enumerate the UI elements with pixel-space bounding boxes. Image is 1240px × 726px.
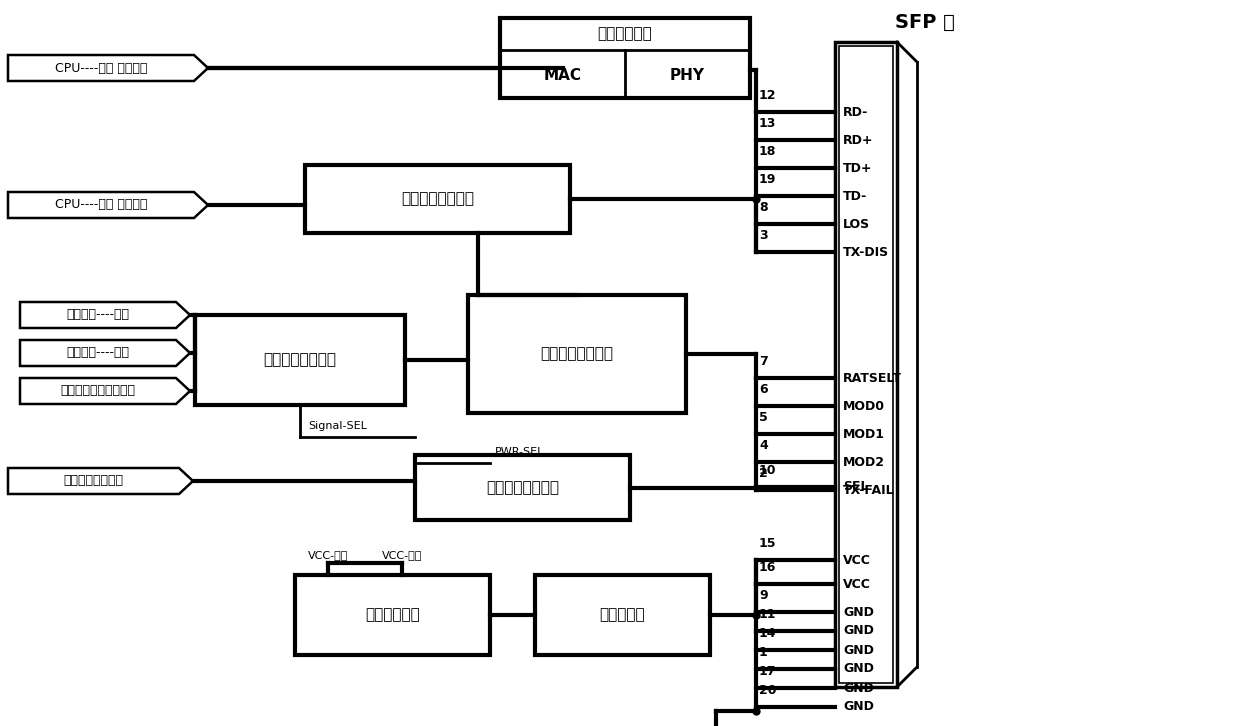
- Bar: [839, 46, 893, 683]
- Text: 串行信号----发送: 串行信号----发送: [67, 309, 129, 322]
- Text: 模块类别识别电路: 模块类别识别电路: [486, 480, 559, 495]
- Text: 串行模块类型识别信号: 串行模块类型识别信号: [61, 385, 135, 398]
- Text: 模块类型识别信号: 模块类型识别信号: [63, 475, 124, 487]
- Text: 电源滤波器: 电源滤波器: [600, 608, 645, 622]
- Bar: [295, 575, 490, 655]
- Text: 19: 19: [759, 173, 776, 186]
- Bar: [195, 315, 405, 405]
- Text: MOD1: MOD1: [843, 428, 885, 441]
- Text: 9: 9: [759, 589, 768, 602]
- Text: SFP 座: SFP 座: [895, 12, 955, 31]
- Text: 网络接口辅助电路: 网络接口辅助电路: [401, 192, 474, 206]
- Bar: [534, 575, 711, 655]
- Text: 16: 16: [759, 561, 776, 574]
- Text: 3: 3: [759, 229, 768, 242]
- Bar: [415, 455, 630, 520]
- Text: TX-DIS: TX-DIS: [843, 245, 889, 258]
- Text: 串行信号变换电路: 串行信号变换电路: [263, 353, 336, 367]
- Text: 串行信号----接收: 串行信号----接收: [67, 346, 129, 359]
- Text: 17: 17: [759, 665, 776, 678]
- Text: 多路信号切换模块: 多路信号切换模块: [541, 346, 614, 362]
- Text: 11: 11: [759, 608, 776, 621]
- Text: TD-: TD-: [843, 189, 867, 203]
- Text: VCC-串行: VCC-串行: [308, 550, 348, 560]
- Text: MOD2: MOD2: [843, 455, 885, 468]
- Text: 6: 6: [759, 383, 768, 396]
- Text: LOS: LOS: [843, 218, 870, 230]
- Text: CPU----网络 辅助信号: CPU----网络 辅助信号: [55, 198, 148, 211]
- Text: SEL: SEL: [843, 481, 868, 494]
- Text: 13: 13: [759, 117, 776, 130]
- Text: PWR-SEL: PWR-SEL: [495, 447, 544, 457]
- Text: VCC: VCC: [843, 553, 870, 566]
- Text: 18: 18: [759, 145, 776, 158]
- Text: 15: 15: [759, 537, 776, 550]
- Text: VCC-网络: VCC-网络: [382, 550, 422, 560]
- Text: GND: GND: [843, 663, 874, 675]
- Text: GND: GND: [843, 643, 874, 656]
- Text: 5: 5: [759, 411, 768, 424]
- Text: GND: GND: [843, 605, 874, 619]
- Bar: [467, 295, 686, 413]
- Text: RATSELT: RATSELT: [843, 372, 901, 385]
- Text: GND: GND: [843, 682, 874, 695]
- Text: 网络接口电路: 网络接口电路: [598, 27, 652, 41]
- Text: GND: GND: [843, 624, 874, 637]
- Text: RD-: RD-: [843, 105, 868, 118]
- Text: TD+: TD+: [843, 161, 873, 174]
- Text: CPU----网络 连接信号: CPU----网络 连接信号: [55, 62, 148, 75]
- Text: 1: 1: [759, 646, 768, 659]
- Text: 12: 12: [759, 89, 776, 102]
- Text: 10: 10: [759, 464, 776, 477]
- Text: 8: 8: [759, 201, 768, 214]
- Text: 7: 7: [759, 355, 768, 368]
- Text: 14: 14: [759, 627, 776, 640]
- Text: VCC: VCC: [843, 577, 870, 590]
- Bar: [500, 18, 750, 98]
- Text: PHY: PHY: [670, 68, 706, 83]
- Text: MOD0: MOD0: [843, 399, 885, 412]
- Text: TX-FAIL: TX-FAIL: [843, 484, 894, 497]
- Text: 20: 20: [759, 684, 776, 697]
- Bar: [835, 42, 897, 687]
- Bar: [305, 165, 570, 233]
- Text: 电源选择模块: 电源选择模块: [365, 608, 420, 622]
- Text: RD+: RD+: [843, 134, 873, 147]
- Text: MAC: MAC: [543, 68, 582, 83]
- Text: Signal-SEL: Signal-SEL: [308, 421, 367, 431]
- Text: 2: 2: [759, 467, 768, 480]
- Text: 4: 4: [759, 439, 768, 452]
- Text: GND: GND: [843, 701, 874, 714]
